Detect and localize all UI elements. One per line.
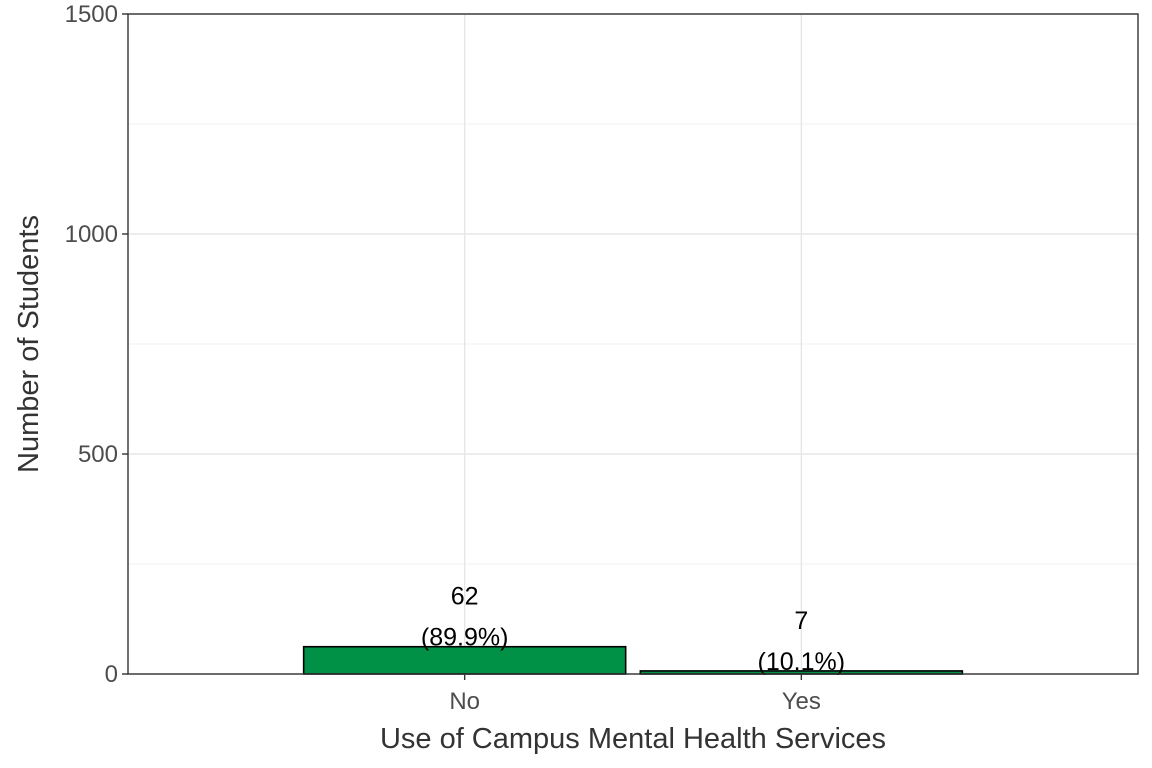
x-tick-label: Yes xyxy=(782,688,821,715)
data-label-count: 62 xyxy=(451,583,479,611)
x-tick-label: No xyxy=(449,688,480,715)
bars xyxy=(302,645,964,675)
x-axis-title: Use of Campus Mental Health Services xyxy=(380,723,886,755)
data-label-count: 7 xyxy=(794,607,808,635)
y-axis-title: Number of Students xyxy=(13,215,45,473)
y-tick-label: 1500 xyxy=(65,1,118,28)
y-axis-ticks: 0 500 1000 1500 xyxy=(65,1,128,688)
minor-gridlines xyxy=(128,123,1138,565)
y-tick-label: 0 xyxy=(105,661,118,688)
data-label-percent: (10.1%) xyxy=(758,648,846,676)
x-axis-ticks: No Yes xyxy=(449,674,821,715)
plot-border xyxy=(127,13,1139,675)
y-tick-label: 1000 xyxy=(65,221,118,248)
bar-no xyxy=(302,645,627,675)
y-tick-label: 500 xyxy=(78,441,118,468)
data-label-percent: (89.9%) xyxy=(421,624,509,652)
data-labels: 62 (89.9%) 7 (10.1%) xyxy=(421,583,845,676)
